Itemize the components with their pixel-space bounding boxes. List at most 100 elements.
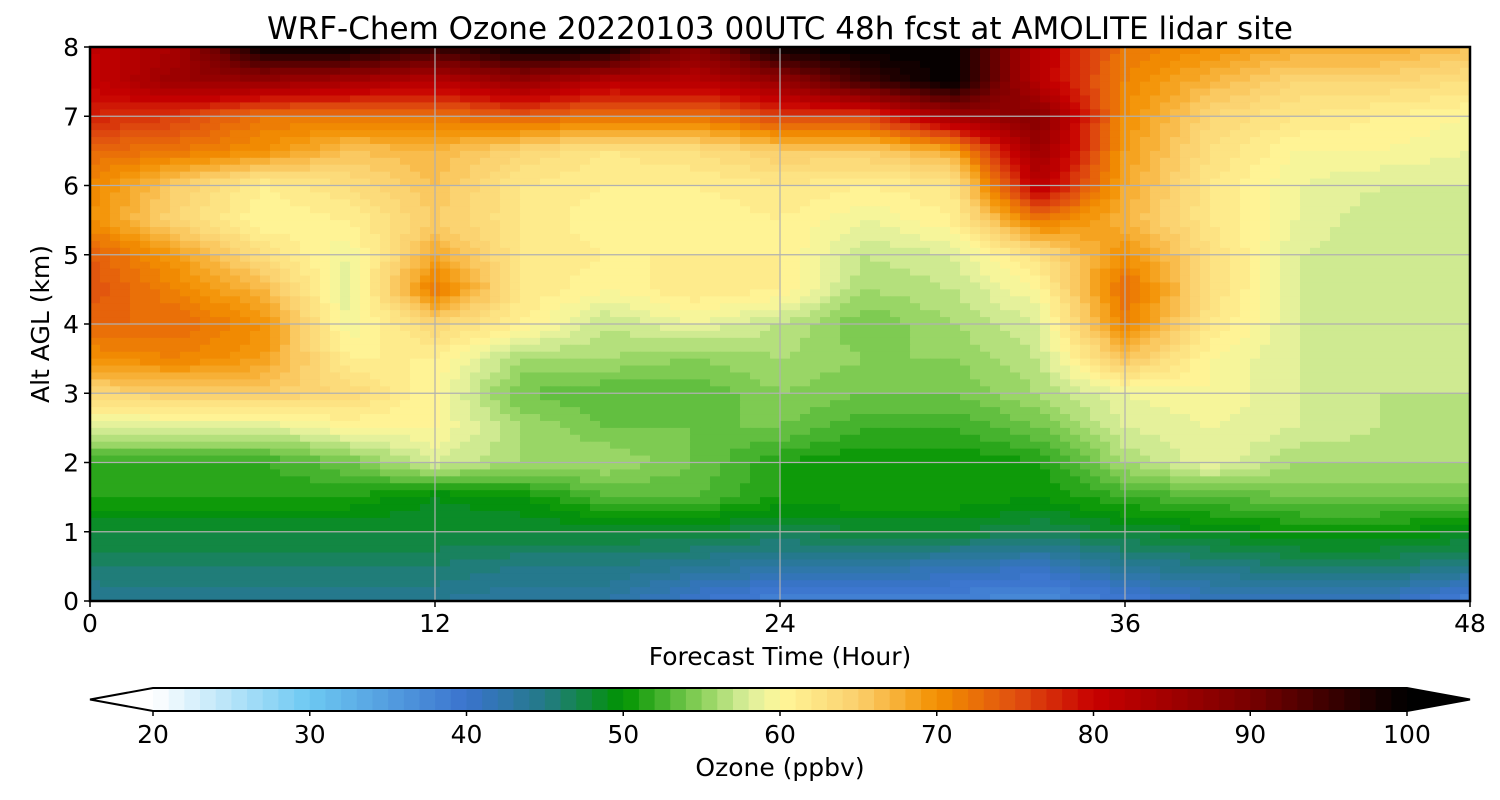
heatmap-cell (1460, 192, 1470, 200)
heatmap-cell (1160, 289, 1171, 297)
heatmap-cell (1350, 150, 1361, 159)
heatmap-cell (200, 81, 211, 90)
heatmap-cell (850, 199, 861, 207)
heatmap-cell (140, 171, 151, 180)
heatmap-cell (1180, 88, 1191, 97)
heatmap-cell (190, 88, 201, 97)
heatmap-cell (1360, 88, 1371, 97)
heatmap-cell (1170, 102, 1181, 110)
heatmap-cell (140, 74, 151, 83)
heatmap-cell (310, 67, 321, 76)
heatmap-cell (580, 67, 591, 76)
heatmap-cell (680, 109, 691, 117)
heatmap-cell (1090, 233, 1101, 242)
heatmap-cell (740, 88, 751, 97)
heatmap-cell (600, 192, 611, 200)
heatmap-cell (760, 88, 771, 97)
heatmap-cell (140, 227, 151, 235)
heatmap-cell (1060, 81, 1071, 90)
heatmap-cell (130, 109, 141, 117)
heatmap-cell (1310, 192, 1321, 200)
heatmap-cell (930, 171, 941, 180)
heatmap-cell (320, 102, 331, 110)
heatmap-cell (570, 60, 581, 69)
heatmap-cell (350, 213, 361, 221)
heatmap-cell (1070, 109, 1081, 117)
heatmap-cell (110, 296, 121, 304)
heatmap-cell (120, 130, 131, 138)
heatmap-cell (110, 220, 121, 228)
heatmap-cell (330, 296, 341, 304)
heatmap-cell (1460, 247, 1470, 256)
heatmap-cell (600, 60, 611, 69)
heatmap-cell (1410, 88, 1421, 97)
heatmap-cell (1060, 109, 1071, 117)
heatmap-cell (1340, 282, 1351, 290)
heatmap-cell (270, 185, 281, 194)
heatmap-cell (830, 282, 841, 290)
heatmap-cell (1100, 157, 1111, 166)
heatmap-cell (950, 254, 961, 263)
heatmap-cell (120, 74, 131, 83)
heatmap-cell (1240, 192, 1251, 200)
heatmap-cell (590, 53, 601, 62)
heatmap-cell (1320, 233, 1331, 242)
heatmap-cell (830, 233, 841, 242)
heatmap-cell (630, 261, 641, 270)
heatmap-cell (220, 254, 231, 263)
heatmap-cell (760, 164, 771, 173)
heatmap-cell (770, 74, 781, 83)
heatmap-cell (540, 88, 551, 97)
heatmap-cell (300, 137, 311, 145)
heatmap-cell (150, 150, 161, 159)
heatmap-cell (1460, 289, 1470, 297)
heatmap-cell (790, 157, 801, 166)
heatmap-cell (550, 123, 561, 131)
heatmap-cell (960, 213, 971, 221)
heatmap-cell (1410, 192, 1421, 200)
heatmap-cell (500, 95, 511, 103)
heatmap-cell (370, 206, 381, 214)
heatmap-cell (1200, 199, 1211, 207)
heatmap-cell (500, 227, 511, 235)
heatmap-cell (740, 213, 751, 221)
heatmap-cell (410, 233, 421, 242)
heatmap-cell (1280, 102, 1291, 110)
heatmap-cell (730, 130, 741, 138)
heatmap-cell (370, 296, 381, 304)
heatmap-cell (1090, 67, 1101, 76)
heatmap-cell (720, 171, 731, 180)
heatmap-cell (320, 171, 331, 180)
heatmap-cell (790, 123, 801, 131)
heatmap-cell (380, 199, 391, 207)
heatmap-cell (330, 53, 341, 62)
heatmap-cell (170, 130, 181, 138)
heatmap-cell (1400, 178, 1411, 187)
heatmap-cell (1460, 185, 1470, 194)
heatmap-cell (130, 296, 141, 304)
heatmap-cell (350, 206, 361, 214)
heatmap-cell (500, 289, 511, 297)
heatmap-cell (1030, 289, 1041, 297)
heatmap-cell (180, 74, 191, 83)
heatmap-cell (1110, 247, 1121, 256)
heatmap-cell (370, 88, 381, 97)
heatmap-cell (500, 213, 511, 221)
heatmap-cell (110, 206, 121, 214)
heatmap-cell (1330, 116, 1341, 124)
heatmap-cell (1130, 254, 1141, 263)
heatmap-cell (1060, 47, 1071, 55)
heatmap-cell (840, 164, 851, 173)
heatmap-cell (790, 88, 801, 97)
heatmap-cell (1190, 213, 1201, 221)
heatmap-cell (1190, 130, 1201, 138)
heatmap-cell (1110, 289, 1121, 297)
heatmap-cell (720, 130, 731, 138)
heatmap-cell (1460, 95, 1470, 103)
heatmap-cell (1260, 171, 1271, 180)
heatmap-cell (1290, 95, 1301, 103)
heatmap-cell (1200, 95, 1211, 103)
heatmap-cell (980, 192, 991, 200)
heatmap-cell (740, 254, 751, 263)
heatmap-cell (780, 247, 791, 256)
